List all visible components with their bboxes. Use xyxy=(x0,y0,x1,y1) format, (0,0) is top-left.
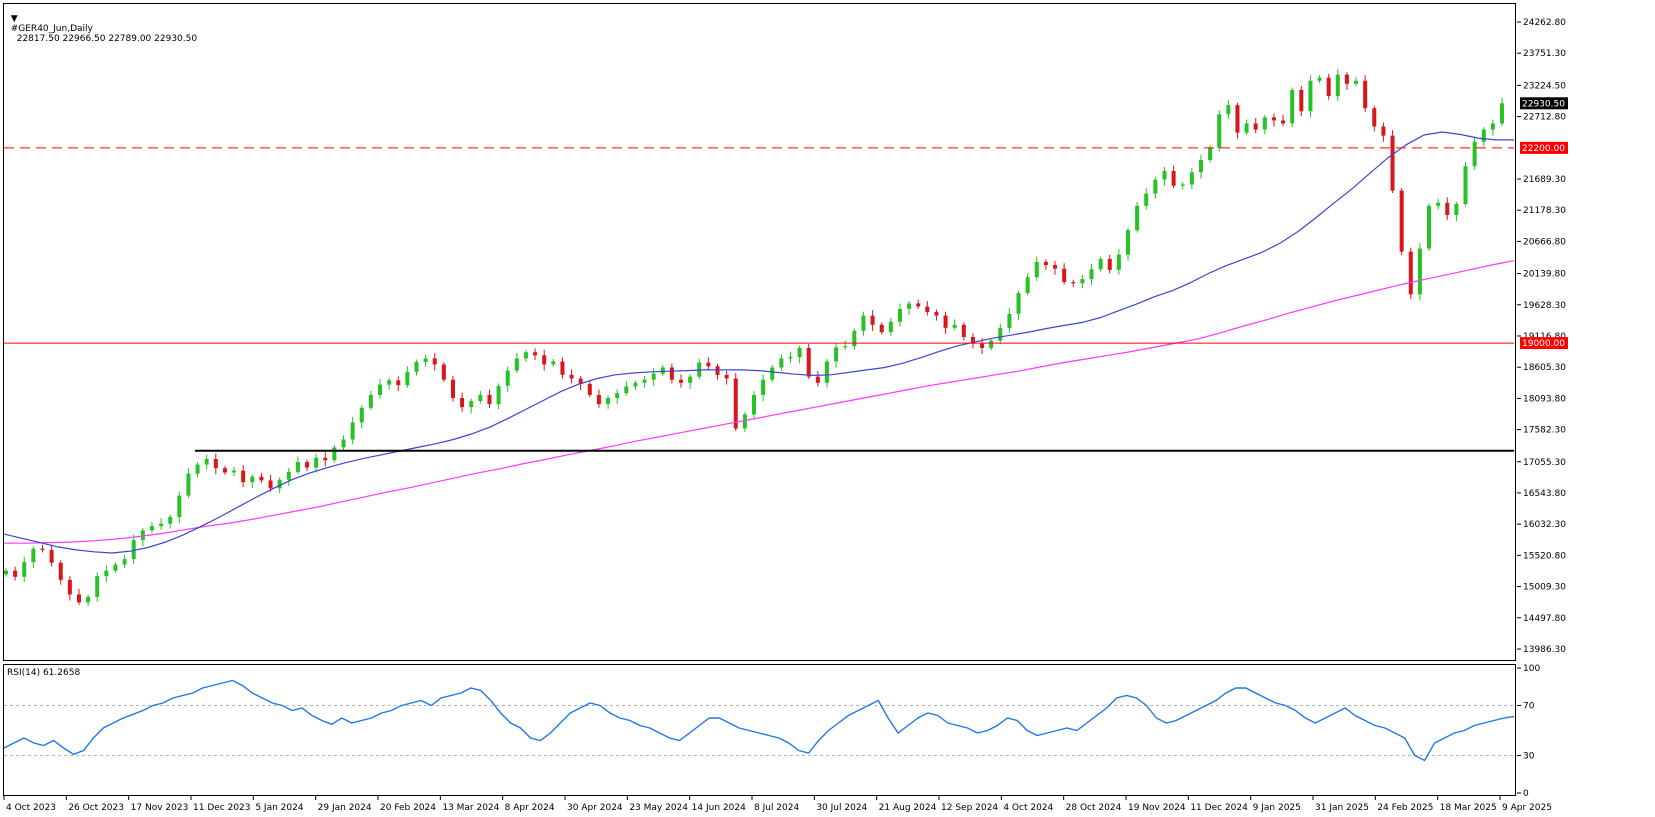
price-axis-label: 17055.30 xyxy=(1523,458,1566,468)
date-axis-label: 23 May 2024 xyxy=(629,803,688,813)
price-axis-label: 23751.30 xyxy=(1523,49,1566,59)
rsi-axis-label: 30 xyxy=(1523,752,1535,762)
date-axis-label: 24 Feb 2025 xyxy=(1377,803,1433,813)
date-axis-label: 30 Jul 2024 xyxy=(816,803,867,813)
date-axis-label: 31 Jan 2025 xyxy=(1315,803,1369,813)
price-axis-label: 21178.30 xyxy=(1523,206,1566,216)
date-axis-label: 4 Oct 2023 xyxy=(6,803,56,813)
current-price-tag xyxy=(1520,97,1568,110)
date-axis-label: 11 Dec 2023 xyxy=(193,803,251,813)
level-price-tag xyxy=(1520,141,1568,154)
price-axis-label: 20139.80 xyxy=(1523,270,1566,280)
rsi-label: RSI(14) 61.2658 xyxy=(7,668,81,678)
ohlc-values: 22817.50 22966.50 22789.00 22930.50 xyxy=(16,34,198,44)
date-axis-label: 26 Oct 2023 xyxy=(68,803,124,813)
date-axis-label: 8 Apr 2024 xyxy=(505,803,555,813)
price-axis-label: 18093.80 xyxy=(1523,394,1566,404)
date-axis-label: 20 Feb 2024 xyxy=(380,803,436,813)
price-axis-label: 19628.30 xyxy=(1523,301,1566,311)
date-axis-label: 21 Aug 2024 xyxy=(879,803,937,813)
price-axis-label: 22712.80 xyxy=(1523,113,1566,123)
date-axis-label: 9 Apr 2025 xyxy=(1502,803,1552,813)
current-price-label: 22930.50 xyxy=(1522,99,1565,109)
rsi-axis-label: 100 xyxy=(1523,664,1540,674)
price-axis-label: 19116.80 xyxy=(1523,332,1566,342)
price-axis-label: 17582.30 xyxy=(1523,426,1566,436)
rsi-axis-label: 70 xyxy=(1523,702,1535,712)
date-axis-label: 11 Dec 2024 xyxy=(1190,803,1248,813)
level-price-label: 22200.00 xyxy=(1522,144,1565,154)
main-price-chart[interactable] xyxy=(3,3,1516,661)
date-axis-label: 17 Nov 2023 xyxy=(131,803,189,813)
price-axis-label: 14497.80 xyxy=(1523,614,1566,624)
date-axis-label: 4 Oct 2024 xyxy=(1003,803,1053,813)
price-axis-label: 18605.30 xyxy=(1523,363,1566,373)
date-axis-label: 18 Mar 2025 xyxy=(1440,803,1497,813)
date-axis-label: 19 Nov 2024 xyxy=(1128,803,1186,813)
price-axis-label: 13986.30 xyxy=(1523,645,1566,655)
date-axis-label: 9 Jan 2025 xyxy=(1253,803,1301,813)
date-axis-label: 8 Jul 2024 xyxy=(754,803,799,813)
price-axis-label: 15520.80 xyxy=(1523,551,1566,561)
date-axis-label: 30 Apr 2024 xyxy=(567,803,623,813)
collapse-triangle-icon[interactable]: ▼ xyxy=(10,14,18,24)
date-axis-label: 5 Jan 2024 xyxy=(255,803,303,813)
price-axis-label: 23224.50 xyxy=(1523,81,1566,91)
price-axis-label: 21689.30 xyxy=(1523,175,1566,185)
level-price-tag xyxy=(1520,337,1568,350)
date-axis-label: 12 Sep 2024 xyxy=(941,803,998,813)
date-axis-label: 13 Mar 2024 xyxy=(442,803,499,813)
price-axis-label: 24262.80 xyxy=(1523,18,1566,28)
price-axis-label: 16032.30 xyxy=(1523,520,1566,530)
date-axis-label: 29 Jan 2024 xyxy=(318,803,372,813)
level-price-label: 19000.00 xyxy=(1522,339,1565,349)
price-axis-label: 15009.30 xyxy=(1523,583,1566,593)
rsi-axis-label: 0 xyxy=(1523,789,1529,799)
symbol-header: ▼ #GER40_Jun,Daily 22817.50 22966.50 227… xyxy=(5,4,197,44)
date-axis-label: 28 Oct 2024 xyxy=(1066,803,1122,813)
date-axis-label: 14 Jun 2024 xyxy=(692,803,746,813)
price-axis-label: 16543.80 xyxy=(1523,489,1566,499)
rsi-subwindow[interactable] xyxy=(3,664,1516,796)
price-axis-label: 20666.80 xyxy=(1523,237,1566,247)
symbol-name: #GER40_Jun,Daily xyxy=(10,24,93,34)
